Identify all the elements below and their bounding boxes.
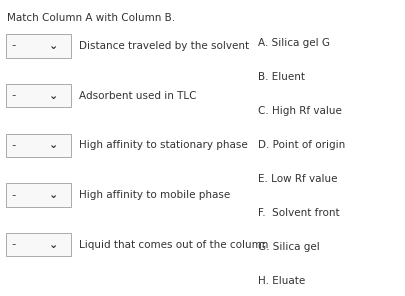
Text: -: - xyxy=(11,238,16,251)
Text: ⌄: ⌄ xyxy=(49,240,59,250)
Text: ⌄: ⌄ xyxy=(49,190,59,200)
Text: High affinity to stationary phase: High affinity to stationary phase xyxy=(79,140,247,150)
Text: E. Low Rf value: E. Low Rf value xyxy=(257,174,337,184)
Text: -: - xyxy=(11,89,16,102)
FancyBboxPatch shape xyxy=(6,183,71,207)
Text: High affinity to mobile phase: High affinity to mobile phase xyxy=(79,190,230,200)
FancyBboxPatch shape xyxy=(6,134,71,157)
Text: Match Column A with Column B.: Match Column A with Column B. xyxy=(7,13,175,23)
Text: -: - xyxy=(11,39,16,52)
Text: ⌄: ⌄ xyxy=(49,91,59,101)
Text: ⌄: ⌄ xyxy=(49,140,59,150)
Text: Adsorbent used in TLC: Adsorbent used in TLC xyxy=(79,91,196,101)
Text: Distance traveled by the solvent: Distance traveled by the solvent xyxy=(79,41,249,51)
FancyBboxPatch shape xyxy=(6,233,71,256)
Text: D. Point of origin: D. Point of origin xyxy=(257,140,344,150)
FancyBboxPatch shape xyxy=(6,34,71,57)
Text: C. High Rf value: C. High Rf value xyxy=(257,106,341,116)
Text: ⌄: ⌄ xyxy=(49,41,59,51)
Text: -: - xyxy=(11,189,16,202)
Text: A. Silica gel G: A. Silica gel G xyxy=(257,38,329,48)
FancyBboxPatch shape xyxy=(6,84,71,107)
Text: F.  Solvent front: F. Solvent front xyxy=(257,208,339,218)
Text: H. Eluate: H. Eluate xyxy=(257,276,304,286)
Text: G. Silica gel: G. Silica gel xyxy=(257,242,319,252)
Text: Liquid that comes out of the column: Liquid that comes out of the column xyxy=(79,240,268,250)
Text: -: - xyxy=(11,139,16,152)
Text: B. Eluent: B. Eluent xyxy=(257,72,304,82)
